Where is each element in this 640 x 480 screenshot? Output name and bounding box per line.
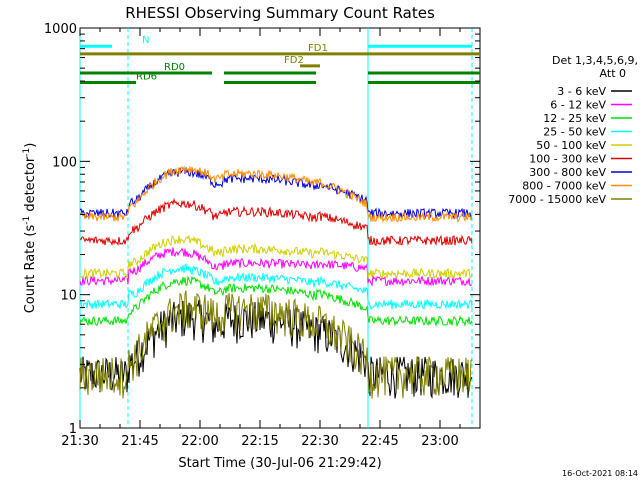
x-tick-label: 21:45	[121, 434, 158, 449]
series-line-7	[79, 166, 473, 224]
series-line-2	[79, 275, 473, 328]
x-tick-label: 22:00	[181, 434, 218, 449]
series-group	[79, 166, 473, 399]
series-line-6	[79, 166, 473, 220]
x-tick-label: 23:00	[421, 434, 458, 449]
x-axis-label: Start Time (30-Jul-06 21:29:42)	[178, 456, 381, 471]
annotation-label-fd1: FD1	[308, 43, 328, 54]
series-line-1	[79, 247, 473, 287]
legend-label-1: 6 - 12 keV	[550, 99, 606, 112]
x-tick-label: 21:30	[61, 434, 98, 449]
interval-annotations: N FD1 FD2 RD0 RD6	[80, 35, 480, 85]
y-axis-label: Count Rate (s-1 detector-1)	[22, 143, 38, 314]
legend-label-0: 3 - 6 keV	[557, 85, 606, 98]
annotation-label-n: N	[142, 35, 149, 46]
series-line-4	[79, 234, 473, 280]
series-line-5	[79, 197, 473, 246]
annotation-label-fd2: FD2	[284, 55, 304, 66]
chart-title: RHESSI Observing Summary Count Rates	[125, 4, 435, 22]
x-axis: 21:30 21:45 22:00 22:15 22:30 22:45 23:00	[61, 28, 481, 449]
generation-timestamp: 16-Oct-2021 08:14	[562, 469, 638, 478]
x-tick-label: 22:30	[301, 434, 338, 449]
y-tick-label: 10	[60, 289, 77, 304]
series-line-3	[79, 263, 473, 311]
legend-label-6: 300 - 800 keV	[529, 166, 606, 179]
legend-label-2: 12 - 25 keV	[543, 112, 606, 125]
x-tick-label: 22:45	[361, 434, 398, 449]
y-tick-label: 1	[69, 422, 77, 437]
annotation-label-rd0: RD0	[164, 62, 185, 73]
y-tick-label: 1000	[44, 22, 77, 37]
legend-header-detectors: Det 1,3,4,5,6,9,	[552, 54, 638, 67]
legend-header-attenuator: Att 0	[600, 67, 626, 80]
y-tick-label: 100	[52, 155, 77, 170]
legend-label-8: 7000 - 15000 keV	[508, 193, 606, 206]
legend-label-7: 800 - 7000 keV	[522, 180, 606, 193]
annotation-label-rd6: RD6	[136, 72, 157, 83]
legend-label-4: 50 - 100 keV	[536, 139, 606, 152]
series-line-8	[79, 290, 473, 399]
legend-label-3: 25 - 50 keV	[543, 126, 606, 139]
x-tick-label: 22:15	[241, 434, 278, 449]
legend-label-5: 100 - 300 keV	[529, 153, 606, 166]
series-line-0	[79, 299, 473, 399]
y-axis: 1 10 100 1000	[44, 22, 480, 437]
